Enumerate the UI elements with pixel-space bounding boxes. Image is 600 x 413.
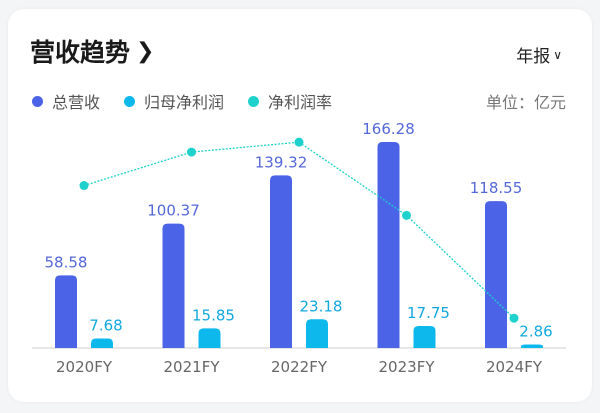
data-label-revenue: 58.58 <box>45 253 88 271</box>
card-title-link[interactable]: 营收趋势 ❯ <box>30 33 154 69</box>
data-label-net-profit: 2.86 <box>519 322 552 340</box>
x-tick-label: 2023FY <box>379 358 436 376</box>
bar-revenue <box>485 201 507 348</box>
data-label-revenue: 100.37 <box>147 202 200 220</box>
data-label-net-profit: 7.68 <box>89 316 122 334</box>
bar-revenue <box>377 142 400 348</box>
unit-label: 单位：亿元 <box>485 93 566 112</box>
data-label-revenue: 118.55 <box>470 179 523 197</box>
legend-item-revenue[interactable]: 总营收 <box>32 89 100 113</box>
period-label: 年报 <box>516 47 551 67</box>
bar-net-profit <box>91 338 113 348</box>
data-label-net-profit: 17.75 <box>407 304 450 322</box>
legend-item-margin[interactable]: 净利润率 <box>248 89 332 113</box>
bar-revenue <box>55 275 77 348</box>
bar-net-profit <box>521 344 543 348</box>
data-label-revenue: 166.28 <box>362 120 415 138</box>
x-tick-label: 2020FY <box>56 358 113 376</box>
point-net-margin <box>402 210 411 220</box>
legend-label: 归母净利润 <box>144 93 225 112</box>
x-tick-label: 2021FY <box>164 358 221 376</box>
data-label-revenue: 139.32 <box>255 153 308 171</box>
legend-dot <box>248 95 260 107</box>
legend-label: 净利润率 <box>268 93 333 112</box>
chevron-right-icon: ❯ <box>136 38 155 64</box>
legend: 总营收 归母净利润 净利润率 <box>32 89 356 113</box>
point-net-margin <box>79 181 89 191</box>
point-net-margin <box>294 137 304 147</box>
x-tick-label: 2022FY <box>271 358 328 376</box>
data-label-net-profit: 23.18 <box>300 297 343 315</box>
chevron-down-icon: ∨ <box>553 47 562 62</box>
bar-net-profit <box>413 326 436 348</box>
bar-revenue <box>162 223 185 348</box>
bar-revenue <box>270 175 292 348</box>
x-tick-label: 2024FY <box>486 358 543 376</box>
point-net-margin <box>187 147 196 157</box>
legend-dot <box>124 95 136 107</box>
data-label-net-profit: 15.85 <box>192 306 235 324</box>
legend-dot <box>32 95 43 107</box>
bar-net-profit <box>306 319 328 348</box>
point-net-margin <box>509 313 519 323</box>
bar-net-profit <box>198 328 221 348</box>
period-dropdown[interactable]: 年报 ∨ <box>516 42 562 67</box>
card-title: 营收趋势 <box>30 38 131 67</box>
legend-item-net-profit[interactable]: 归母净利润 <box>124 89 224 113</box>
legend-label: 总营收 <box>52 93 101 112</box>
